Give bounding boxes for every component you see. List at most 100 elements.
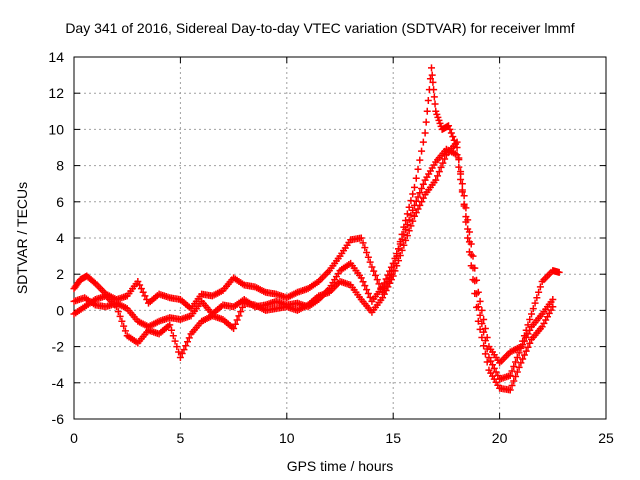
data-point-interp — [455, 163, 463, 171]
data-point-interp — [395, 257, 403, 265]
data-point-interp — [359, 278, 367, 286]
data-point — [464, 225, 472, 233]
y-tick-label: 6 — [56, 194, 64, 210]
data-point-interp — [120, 322, 128, 330]
data-point-interp — [366, 293, 374, 301]
data-point — [555, 268, 563, 276]
data-point-interp — [480, 315, 488, 323]
data-point-interp — [513, 353, 521, 361]
x-tick-label: 5 — [177, 430, 185, 446]
data-point-interp — [435, 168, 443, 176]
data-point-interp — [455, 154, 463, 162]
data-point-interp — [405, 227, 413, 235]
data-point-interp — [396, 251, 404, 259]
data-point-interp — [175, 348, 183, 356]
x-tick-label: 15 — [385, 430, 401, 446]
grid-lines — [74, 57, 606, 419]
series-track-a — [70, 64, 563, 367]
series-track-c — [70, 138, 557, 394]
data-point-interp — [364, 253, 372, 261]
data-point-interp — [515, 349, 523, 357]
data-point-interp — [526, 339, 534, 347]
data-point-interp — [467, 262, 475, 270]
data-point-interp — [141, 292, 149, 300]
data-point — [421, 129, 429, 137]
data-point — [453, 138, 461, 146]
data-point-interp — [439, 159, 447, 167]
data-point — [400, 241, 408, 249]
data-point-interp — [405, 203, 413, 211]
y-tick-label: 4 — [56, 230, 64, 246]
data-point-interp — [519, 355, 527, 363]
data-point-interp — [373, 276, 381, 284]
data-point-interp — [387, 276, 395, 284]
data-point — [517, 344, 525, 352]
data-point-interp — [478, 306, 486, 314]
data-point-interp — [416, 156, 424, 164]
data-point-interp — [231, 320, 239, 328]
data-point-interp — [361, 244, 369, 252]
data-point — [379, 294, 387, 302]
data-point — [357, 234, 365, 242]
data-point-interp — [526, 315, 534, 323]
data-point-interp — [364, 290, 372, 298]
data-point-interp — [233, 316, 241, 324]
data-point-interp — [185, 334, 193, 342]
data-point-interp — [136, 281, 144, 289]
data-point-interp — [510, 377, 518, 385]
data-point-interp — [384, 283, 392, 291]
data-point-interp — [171, 337, 179, 345]
data-point-interp — [522, 347, 530, 355]
data-point-interp — [531, 299, 539, 307]
data-point — [506, 386, 514, 394]
data-point-interp — [412, 209, 420, 217]
data-point-interp — [407, 211, 415, 219]
data-point-interp — [424, 96, 432, 104]
data-point-interp — [178, 350, 186, 358]
data-point-interp — [173, 343, 181, 351]
data-point-interp — [430, 93, 438, 101]
data-point-interp — [483, 358, 491, 366]
x-tick-label: 10 — [279, 430, 295, 446]
data-point-interp — [469, 276, 477, 284]
data-point-interp — [526, 326, 534, 334]
data-point-interp — [359, 239, 367, 247]
data-point-interp — [182, 342, 190, 350]
data-point-interp — [393, 250, 401, 258]
data-point-interp — [434, 172, 442, 180]
data-point-interp — [418, 147, 426, 155]
data-point-interp — [412, 174, 420, 182]
chart-title: Day 341 of 2016, Sidereal Day-to-day VTE… — [65, 20, 575, 36]
data-point-interp — [419, 180, 427, 188]
y-tick-label: 14 — [48, 49, 64, 65]
series-track-b — [70, 145, 557, 383]
data-point-interp — [116, 312, 124, 320]
data-point — [230, 325, 238, 332]
data-point-interp — [395, 245, 403, 253]
data-point-interp — [423, 107, 431, 115]
data-point-interp — [520, 351, 528, 359]
y-axis-label: SDTVAR / TECUs — [14, 181, 30, 295]
data-point-interp — [465, 248, 473, 256]
data-point-interp — [391, 255, 399, 263]
y-tick-label: -6 — [52, 411, 65, 427]
data-point — [528, 310, 536, 318]
data-point-interp — [396, 240, 404, 248]
data-point-interp — [510, 363, 518, 371]
data-point-interp — [414, 193, 422, 201]
data-point — [517, 359, 525, 367]
data-point-interp — [457, 170, 465, 178]
data-point-interp — [422, 118, 430, 126]
data-point-interp — [487, 357, 495, 365]
data-point-interp — [139, 288, 147, 296]
data-point-interp — [465, 238, 473, 246]
data-point-interp — [441, 155, 449, 163]
data-point-interp — [428, 71, 436, 79]
data-point-interp — [437, 163, 445, 171]
data-point-interp — [458, 180, 466, 188]
data-point — [464, 234, 472, 242]
data-point-interp — [121, 327, 129, 335]
data-point-interp — [513, 368, 521, 376]
data-point-interp — [515, 363, 523, 371]
data-point-interp — [430, 86, 438, 94]
